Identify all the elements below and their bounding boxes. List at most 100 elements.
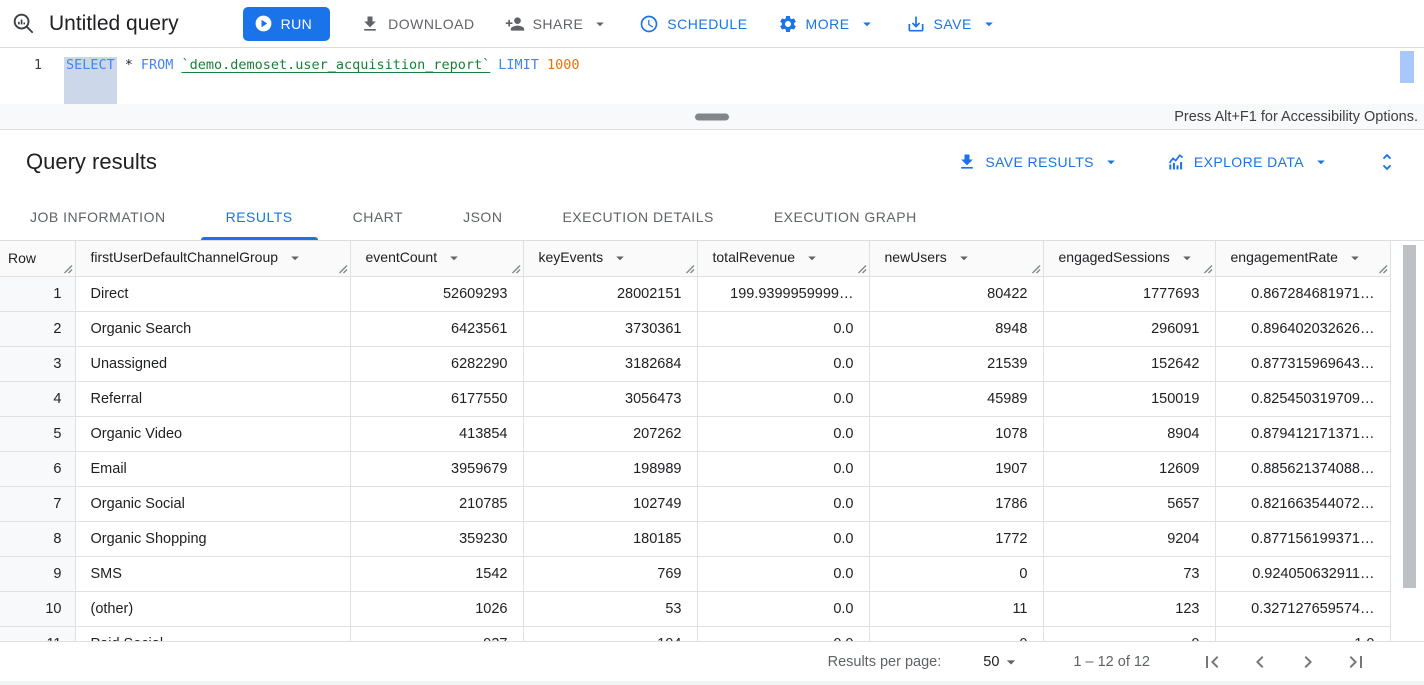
column-dropdown-icon[interactable]: [445, 249, 463, 267]
tab-job-information[interactable]: JOB INFORMATION: [0, 194, 196, 240]
column-dropdown-icon[interactable]: [286, 249, 304, 267]
column-resize-grip[interactable]: [63, 264, 73, 274]
column-resize-grip[interactable]: [857, 264, 867, 274]
table-cell: 123: [1043, 591, 1216, 627]
schedule-button[interactable]: SCHEDULE: [639, 14, 747, 34]
tab-execution-graph[interactable]: EXECUTION GRAPH: [744, 194, 947, 240]
sql-keyword-limit: LIMIT: [498, 57, 539, 73]
chevron-right-icon: [1296, 650, 1320, 674]
editor-scrollbar[interactable]: [1400, 51, 1414, 83]
tab-execution-details[interactable]: EXECUTION DETAILS: [532, 194, 743, 240]
column-resize-grip[interactable]: [1031, 264, 1041, 274]
last-page-button[interactable]: [1340, 646, 1372, 678]
column-resize-grip[interactable]: [1378, 264, 1388, 274]
table-cell: 0.0: [697, 591, 870, 627]
table-row: 3 Unassigned 6282290 3182684 0.0 21539 152642 0…: [0, 346, 1391, 382]
last-page-icon: [1344, 650, 1368, 674]
column-header-keyEvents[interactable]: keyEvents: [523, 241, 698, 277]
table-cell: 11: [869, 591, 1044, 627]
column-header-engagedSessions[interactable]: engagedSessions: [1043, 241, 1216, 277]
sql-code-line: SELECT * FROM `demo.demoset.user_acquisi…: [64, 48, 579, 104]
table-cell: 413854: [350, 416, 524, 452]
person-add-icon: [505, 14, 525, 34]
tab-results[interactable]: RESULTS: [196, 194, 323, 240]
row-number-cell: 4: [0, 381, 76, 417]
table-cell: 80422: [869, 276, 1044, 312]
table-cell: 0.877156199371…: [1215, 521, 1391, 557]
table-reference-link[interactable]: `demo.demoset.user_acquisition_report`: [181, 57, 491, 73]
table-cell: 0: [1043, 626, 1216, 641]
table-cell: Organic Social: [75, 486, 351, 522]
table-cell: 1772: [869, 521, 1044, 557]
table-row: 10 (other) 1026 53 0.0 11 123 0.327127659574…: [0, 591, 1391, 627]
download-button[interactable]: DOWNLOAD: [360, 14, 474, 34]
column-resize-grip[interactable]: [338, 264, 348, 274]
table-scrollbar[interactable]: [1403, 245, 1416, 588]
column-header-engagementRate[interactable]: engagementRate: [1215, 241, 1391, 277]
save-results-download-icon: [957, 152, 977, 172]
save-results-button[interactable]: SAVE RESULTS: [957, 152, 1120, 172]
table-cell: Email: [75, 451, 351, 487]
column-header-totalRevenue[interactable]: totalRevenue: [697, 241, 870, 277]
share-button[interactable]: SHARE: [505, 14, 610, 34]
table-cell: 937: [350, 626, 524, 641]
table-cell: 0.0: [697, 346, 870, 382]
editor-resize-handle[interactable]: [695, 113, 729, 120]
pagination-bar: Results per page: 50 1 – 12 of 12: [0, 641, 1424, 681]
save-button[interactable]: SAVE: [906, 14, 998, 34]
table-row: 4 Referral 6177550 3056473 0.0 45989 150019 0.8…: [0, 381, 1391, 417]
column-header-firstUserDefaultChannelGroup[interactable]: firstUserDefaultChannelGroup: [75, 241, 351, 277]
column-label: firstUserDefaultChannelGroup: [90, 249, 279, 266]
accessibility-hint: Press Alt+F1 for Accessibility Options.: [1174, 108, 1418, 125]
explore-data-chart-icon: [1166, 152, 1186, 172]
column-dropdown-icon[interactable]: [611, 249, 629, 267]
column-dropdown-icon[interactable]: [803, 249, 821, 267]
caret-down-icon: [1312, 153, 1330, 171]
table-cell: 6423561: [350, 311, 524, 347]
column-resize-grip[interactable]: [685, 264, 695, 274]
table-cell: Unassigned: [75, 346, 351, 382]
page-size-select[interactable]: 50: [983, 652, 1021, 672]
table-cell: 21539: [869, 346, 1044, 382]
table-cell: 0.0: [697, 381, 870, 417]
table-cell: 0.877315969643…: [1215, 346, 1391, 382]
tab-json[interactable]: JSON: [433, 194, 532, 240]
explore-data-button[interactable]: EXPLORE DATA: [1166, 152, 1330, 172]
window-bottom-edge: [0, 681, 1424, 685]
first-page-button[interactable]: [1196, 646, 1228, 678]
results-table-area: Row firstUserDefaultChannelGroup eventCoun…: [0, 241, 1424, 641]
table-cell: 152642: [1043, 346, 1216, 382]
column-header-newUsers[interactable]: newUsers: [869, 241, 1044, 277]
table-cell: 5657: [1043, 486, 1216, 522]
prev-page-button[interactable]: [1244, 646, 1276, 678]
table-header-row: Row firstUserDefaultChannelGroup eventCoun…: [0, 241, 1391, 277]
column-header-Row[interactable]: Row: [0, 241, 76, 277]
caret-down-icon: [1102, 153, 1120, 171]
column-header-eventCount[interactable]: eventCount: [350, 241, 524, 277]
column-resize-grip[interactable]: [511, 264, 521, 274]
table-cell: 1542: [350, 556, 524, 592]
sql-editor[interactable]: 1 SELECT * FROM `demo.demoset.user_acqui…: [0, 48, 1424, 104]
next-page-button[interactable]: [1292, 646, 1324, 678]
table-cell: 9204: [1043, 521, 1216, 557]
table-row: 6 Email 3959679 198989 0.0 1907 12609 0.8856213…: [0, 451, 1391, 487]
column-label: totalRevenue: [712, 249, 796, 266]
more-button[interactable]: MORE: [778, 14, 876, 34]
tab-chart[interactable]: CHART: [323, 194, 433, 240]
table-cell: SMS: [75, 556, 351, 592]
table-cell: 0.0: [697, 451, 870, 487]
table-cell: 0.896402032626…: [1215, 311, 1391, 347]
table-cell: 102749: [523, 486, 698, 522]
column-label: eventCount: [365, 249, 438, 266]
column-dropdown-icon[interactable]: [955, 249, 973, 267]
column-dropdown-icon[interactable]: [1346, 249, 1364, 267]
run-button[interactable]: RUN: [242, 6, 331, 41]
clock-icon: [639, 14, 659, 34]
row-number-cell: 8: [0, 521, 76, 557]
collapse-panel-button[interactable]: [1376, 151, 1398, 173]
column-dropdown-icon[interactable]: [1178, 249, 1196, 267]
caret-down-icon: [858, 15, 876, 33]
query-icon: [12, 12, 35, 35]
column-label: engagedSessions: [1058, 249, 1170, 266]
column-resize-grip[interactable]: [1203, 264, 1213, 274]
